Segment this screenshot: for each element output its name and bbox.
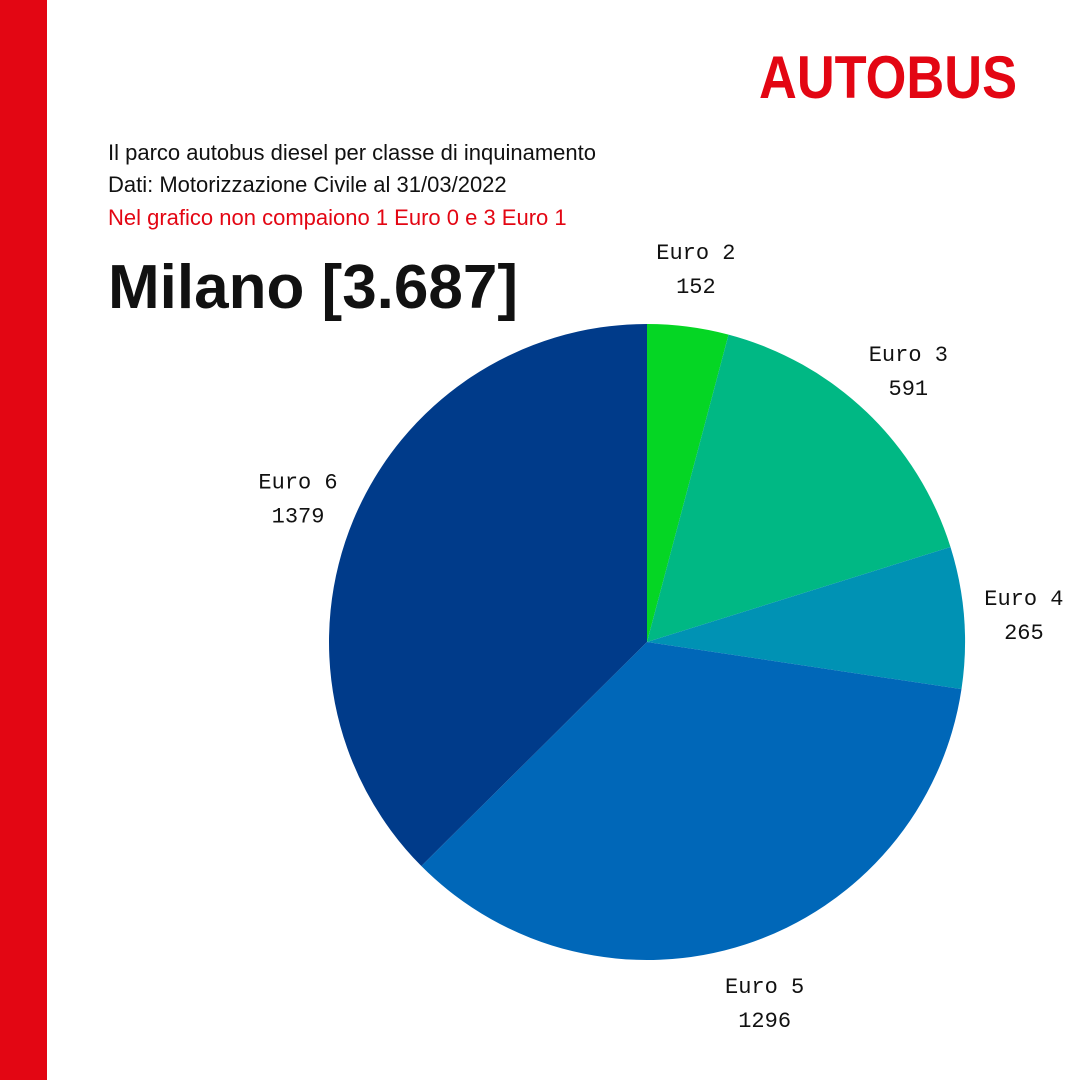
side-bar xyxy=(0,0,47,1080)
note: Nel grafico non compaiono 1 Euro 0 e 3 E… xyxy=(108,205,567,230)
pie-slice xyxy=(647,547,965,690)
slice-value: 265 xyxy=(1004,621,1044,646)
pie-slice xyxy=(328,323,647,867)
pie-slice xyxy=(421,642,962,960)
brand: AUTOBUS xyxy=(759,44,1017,111)
slice-value: 152 xyxy=(676,275,716,300)
slice-label: Euro 4 xyxy=(984,587,1063,612)
slice-label: Euro 2 xyxy=(656,241,735,266)
subtitle: Dati: Motorizzazione Civile al 31/03/202… xyxy=(108,172,507,197)
subtitle: Il parco autobus diesel per classe di in… xyxy=(108,140,596,165)
slice-label: Euro 5 xyxy=(725,975,804,1000)
slice-label: Euro 3 xyxy=(869,343,948,368)
chart-title: Milano [3.687] xyxy=(108,253,518,322)
slice-value: 591 xyxy=(889,377,929,402)
pie-slice xyxy=(647,324,729,642)
slice-label: Euro 6 xyxy=(258,471,337,496)
slice-value: 1296 xyxy=(738,1009,791,1034)
slice-value: 1379 xyxy=(272,505,325,530)
pie-slice xyxy=(647,334,951,642)
